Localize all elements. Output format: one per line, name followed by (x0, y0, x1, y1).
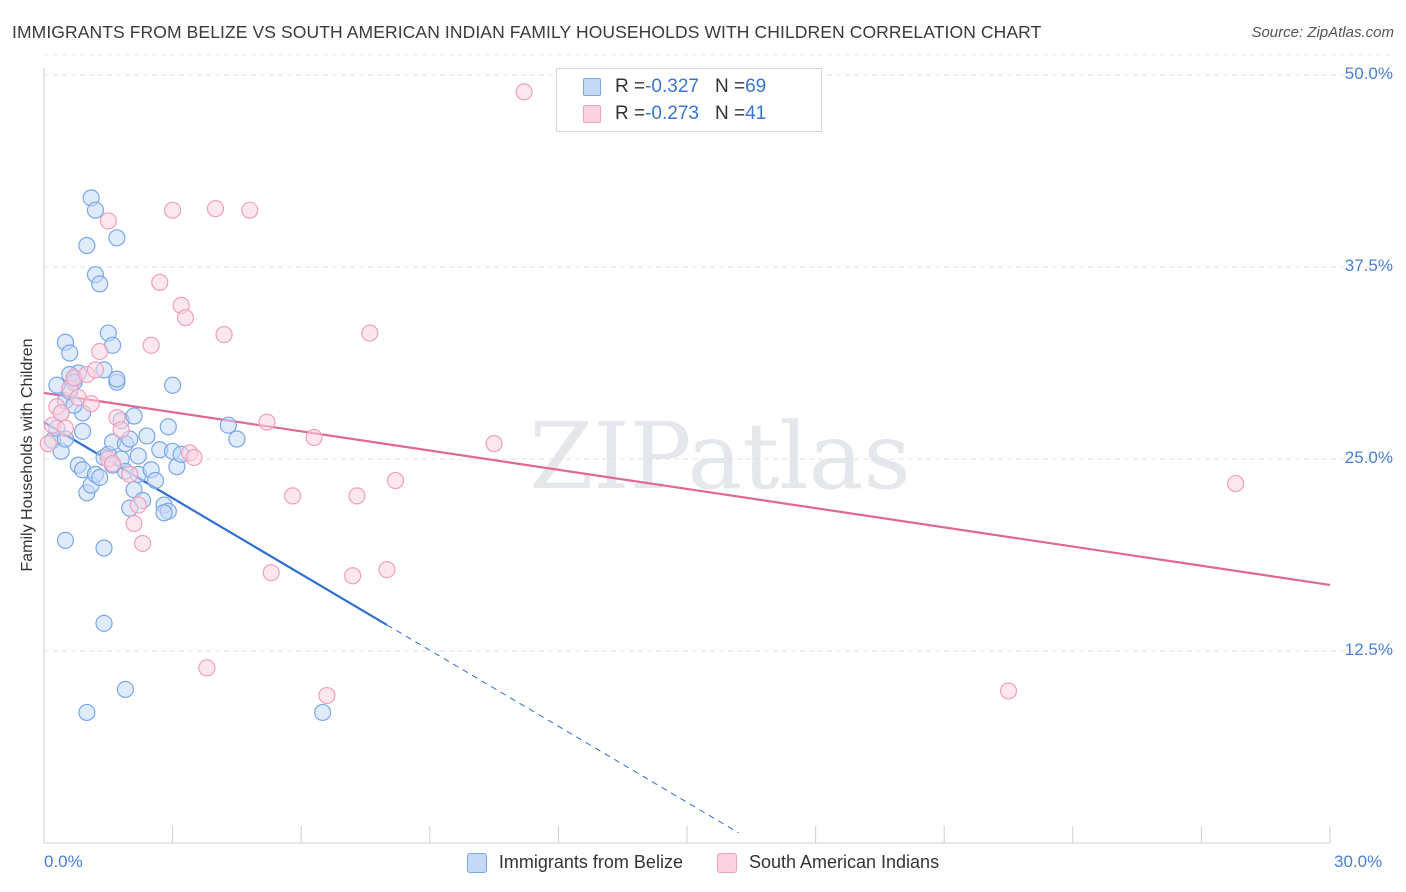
n-value-south-american: 41 (745, 103, 767, 124)
belize-trend-extension (386, 624, 739, 834)
y-tick-label: 12.5% (1344, 640, 1393, 659)
south-american-point (348, 487, 366, 505)
belize-point (116, 680, 135, 699)
south-american-point (151, 273, 169, 291)
south-american-point (39, 435, 57, 453)
belize-point (91, 275, 109, 293)
south-american-point (185, 448, 203, 467)
south-american-point (99, 212, 117, 230)
south-american-point (86, 361, 105, 379)
south-american-point (485, 435, 503, 453)
y-tick-label: 25.0% (1344, 448, 1393, 467)
chart-title: IMMIGRANTS FROM BELIZE VS SOUTH AMERICAN… (12, 22, 1042, 42)
legend-item-south-american[interactable]: South American Indians (716, 852, 940, 873)
south-american-point (56, 419, 75, 437)
source-label: Source: ZipAtlas.com (1251, 24, 1394, 41)
south-american-point (361, 324, 379, 342)
belize-point (125, 407, 143, 425)
south-american-point (91, 342, 109, 361)
belize-point (159, 418, 177, 436)
south-american-point (82, 395, 100, 413)
south-american-point (515, 83, 533, 101)
r-value-south-american: -0.273 (645, 103, 699, 124)
belize-point (56, 531, 75, 550)
legend-row-south-american: R = -0.273 N = 41 (583, 103, 766, 125)
south-american-point (103, 455, 122, 473)
r-label: R = (615, 103, 646, 124)
south-american-point (142, 336, 160, 354)
watermark: ZIPatlas (529, 403, 910, 510)
legend-label-south-american: South American Indians (748, 852, 940, 872)
belize-point (61, 344, 79, 362)
belize-point (78, 236, 96, 255)
south-american-point (129, 496, 147, 514)
south-american-point (241, 201, 259, 219)
axes (43, 68, 1331, 844)
belize-point (219, 416, 237, 434)
belize-point (314, 703, 332, 722)
belize-point (129, 447, 147, 465)
legend-item-belize[interactable]: Immigrants from Belize (466, 852, 683, 873)
south-american-trend-line (43, 391, 1331, 587)
belize-point (78, 703, 96, 722)
series-legend: Immigrants from Belize South American In… (0, 852, 1406, 873)
south-american-point (125, 514, 143, 533)
belize-point (95, 539, 113, 557)
south-american-point (206, 200, 225, 218)
south-american-point (284, 487, 302, 505)
r-value-belize: -0.327 (645, 76, 699, 97)
south-american-point (176, 309, 195, 327)
south-american-point (215, 325, 233, 344)
belize-point (108, 229, 126, 247)
legend-row-belize: R = -0.327 N = 69 (583, 76, 766, 98)
south-american-point (112, 421, 130, 439)
south-american-point (133, 534, 152, 553)
belize-point (138, 427, 156, 445)
belize-point (164, 376, 182, 394)
belize-point (95, 614, 113, 632)
south-american-point (1227, 474, 1245, 493)
y-tick-label: 50.0% (1344, 64, 1393, 83)
south-american-point (262, 564, 280, 582)
belize-swatch (466, 852, 487, 873)
y-tick-label: 37.5% (1344, 256, 1393, 275)
x-tick-label-max: 30.0% (1334, 852, 1383, 871)
n-label: N = (714, 76, 746, 97)
south-american-point (305, 428, 323, 447)
south-american-point (121, 465, 139, 483)
belize-point (228, 430, 246, 448)
r-label: R = (615, 76, 646, 97)
belize-point (155, 504, 173, 522)
south-american-point (258, 413, 276, 431)
x-tick-label-min: 0.0% (44, 852, 83, 871)
south-american-point (378, 560, 396, 579)
south-american-point (164, 201, 182, 219)
belize-point (86, 201, 105, 219)
south-american-swatch (716, 852, 737, 873)
n-value-belize: 69 (745, 76, 767, 97)
legend-label-belize: Immigrants from Belize (498, 852, 683, 872)
belize-point (108, 370, 126, 388)
gridlines (44, 54, 1395, 652)
belize-trend-line (43, 421, 388, 626)
n-label: N = (714, 103, 746, 124)
south-american-point (999, 682, 1018, 700)
belize-point (73, 422, 92, 440)
belize-point (146, 471, 165, 490)
south-american-point (52, 404, 70, 422)
south-american-swatch (583, 105, 601, 123)
south-american-point (344, 567, 362, 585)
correlation-legend: R = -0.327 N = 69 R = -0.273 N = 41 (556, 68, 822, 132)
south-american-point (198, 659, 216, 677)
south-american-point (386, 471, 405, 490)
belize-swatch (583, 78, 601, 96)
south-american-point (318, 686, 336, 705)
data-points (39, 83, 1245, 722)
belize-point (91, 468, 109, 487)
